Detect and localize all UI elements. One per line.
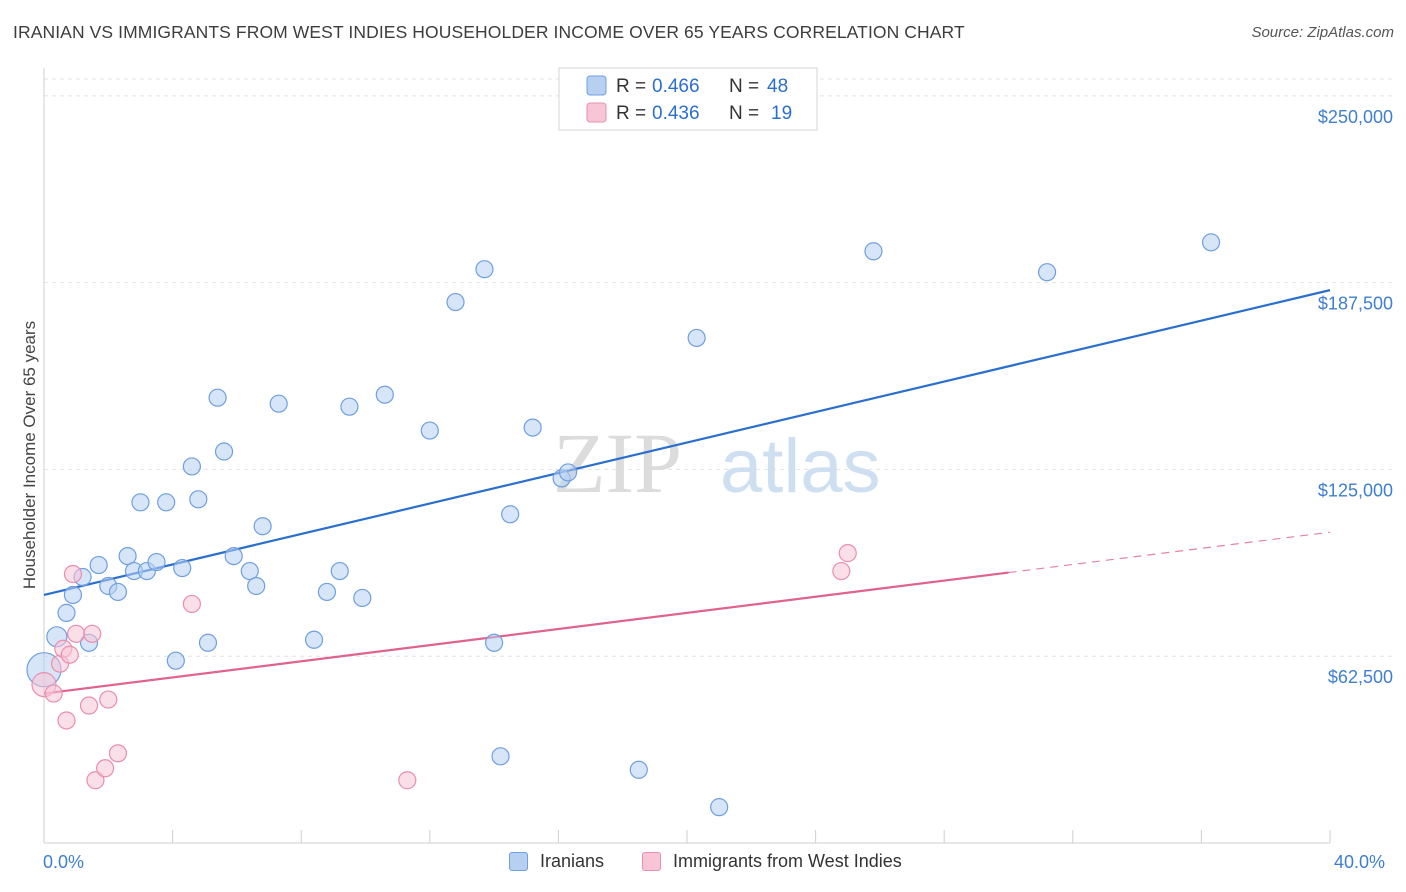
data-point-blue-3 (63, 585, 83, 605)
legend-r-value-pink: 0.436 (652, 103, 700, 124)
data-point-blue-42 (629, 760, 648, 779)
legend-r-value-blue: 0.466 (652, 76, 700, 97)
data-point-blue-29 (330, 561, 349, 581)
legend-r-label-blue: R = (616, 76, 646, 97)
data-point-blue-47 (1201, 233, 1221, 252)
data-point-blue-14 (157, 493, 176, 512)
data-point-pink-13 (108, 744, 128, 763)
legend-n-label-pink: N = (729, 103, 759, 124)
data-point-blue-34 (446, 292, 465, 312)
data-point-blue-39 (523, 418, 542, 437)
data-point-pink-9 (83, 624, 102, 643)
trend-line-pink (43, 571, 1009, 695)
data-point-pink-1 (44, 684, 63, 703)
data-point-blue-30 (340, 397, 359, 416)
data-point-blue-18 (189, 490, 208, 509)
legend-box: R = 0.466 N = 48 R = 0.436 N = 19 (558, 67, 818, 131)
y-tick-label-3: $250,000 (1318, 107, 1393, 127)
data-point-pink-12 (99, 690, 118, 709)
watermark-atlas: atlas (720, 424, 881, 509)
axes (43, 68, 1331, 844)
data-point-blue-17 (182, 457, 201, 476)
data-point-pink-8 (79, 696, 99, 715)
data-point-pink-15 (398, 771, 417, 790)
chart-title: IRANIAN VS IMMIGRANTS FROM WEST INDIES H… (13, 22, 965, 42)
data-point-pink-10 (86, 771, 105, 790)
bottom-legend: Iranians Immigrants from West Indies (0, 851, 1406, 879)
data-point-blue-8 (108, 582, 128, 602)
data-point-blue-31 (353, 588, 372, 608)
bottom-legend-item-west-indies: Immigrants from West Indies (642, 851, 902, 872)
data-point-blue-19 (198, 633, 218, 652)
data-point-blue-36 (485, 633, 504, 652)
data-point-blue-13 (147, 552, 166, 572)
data-point-blue-20 (208, 388, 227, 407)
data-point-pink-5 (60, 645, 79, 664)
legend-n-label-blue: N = (729, 76, 759, 97)
data-point-blue-46 (1037, 263, 1057, 282)
data-point-blue-44 (710, 798, 729, 817)
data-point-blue-9 (118, 546, 137, 566)
data-point-blue-6 (89, 555, 108, 575)
data-point-blue-27 (304, 630, 324, 649)
data-point-blue-43 (687, 328, 706, 348)
data-point-pink-6 (63, 564, 83, 584)
data-point-blue-38 (501, 505, 520, 524)
data-point-blue-33 (420, 421, 439, 440)
y-tick-label-1: $125,000 (1318, 480, 1393, 500)
data-point-blue-21 (214, 442, 234, 461)
data-point-blue-25 (253, 517, 272, 536)
x-axis-max-label: 40.0% (1334, 852, 1386, 872)
trend-line-extension-pink (1008, 531, 1331, 574)
watermark-zip: ZIP (553, 415, 682, 511)
y-tick-labels: $62,500 $125,000 $187,500 $250,000 (1318, 107, 1393, 687)
trend-lines (43, 289, 1331, 695)
data-point-pink-14 (182, 594, 201, 614)
y-tick-label-2: $187,500 (1318, 294, 1393, 314)
legend-n-value-blue: 48 (767, 76, 788, 97)
x-axis-min-label: 0.0% (43, 852, 85, 872)
trend-line-blue (43, 289, 1331, 597)
y-tick-label-0: $62,500 (1328, 667, 1393, 687)
data-point-blue-28 (317, 582, 337, 602)
bottom-legend-label-west-indies: Immigrants from West Indies (673, 851, 902, 871)
bottom-legend-label-iranians: Iranians (540, 851, 605, 871)
data-point-blue-32 (375, 385, 394, 404)
data-point-pink-4 (57, 711, 76, 730)
data-points (26, 233, 1221, 817)
data-point-blue-41 (558, 463, 578, 482)
data-point-blue-26 (269, 394, 288, 413)
data-point-blue-15 (166, 651, 185, 670)
legend-r-label-pink: R = (616, 103, 646, 124)
data-point-pink-17 (838, 544, 857, 563)
data-point-blue-23 (240, 561, 259, 581)
data-point-pink-7 (67, 624, 86, 643)
data-point-pink-16 (832, 561, 851, 581)
bottom-legend-swatch-blue (509, 852, 528, 871)
data-point-blue-16 (173, 558, 192, 578)
data-point-blue-37 (491, 747, 510, 766)
watermark: ZIP atlas (553, 415, 881, 511)
data-point-blue-2 (57, 603, 76, 622)
legend-swatch-pink (586, 102, 607, 123)
bottom-legend-swatch-pink (642, 852, 661, 871)
source-credit: Source: ZipAtlas.com (1251, 24, 1394, 41)
data-point-blue-11 (131, 493, 150, 512)
legend-swatch-blue (586, 75, 607, 96)
data-point-blue-45 (864, 242, 883, 261)
bottom-legend-item-iranians: Iranians (509, 851, 604, 872)
data-point-blue-22 (224, 546, 243, 566)
legend-n-value-pink: 19 (771, 103, 792, 124)
data-point-pink-11 (95, 759, 115, 778)
data-point-blue-35 (475, 260, 494, 279)
data-point-blue-24 (247, 576, 266, 596)
